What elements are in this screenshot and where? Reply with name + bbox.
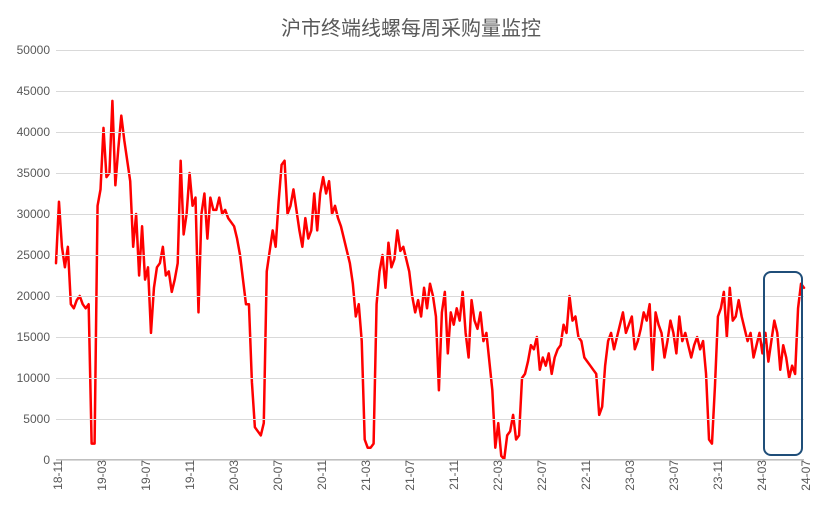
x-tick-label: 24-03 <box>751 460 769 491</box>
series-path <box>56 101 804 459</box>
gridline <box>56 91 804 92</box>
gridline <box>56 255 804 256</box>
x-tick-label: 20-03 <box>223 460 241 491</box>
gridline <box>56 214 804 215</box>
x-tick-label: 21-03 <box>355 460 373 491</box>
gridline <box>56 50 804 51</box>
gridline <box>56 337 804 338</box>
y-tick-label: 35000 <box>17 166 56 180</box>
y-tick-label: 25000 <box>17 248 56 262</box>
x-tick-label: 22-07 <box>531 460 549 491</box>
x-tick-label: 20-11 <box>311 460 329 490</box>
y-tick-label: 45000 <box>17 84 56 98</box>
x-tick-label: 19-07 <box>135 460 153 491</box>
gridline <box>56 419 804 420</box>
x-tick-label: 23-11 <box>707 460 725 490</box>
x-tick-label: 19-03 <box>91 460 109 491</box>
x-tick-label: 21-07 <box>399 460 417 491</box>
x-tick-label: 19-11 <box>179 460 197 490</box>
y-tick-label: 20000 <box>17 289 56 303</box>
x-tick-label: 21-11 <box>443 460 461 490</box>
gridline <box>56 173 804 174</box>
x-tick-label: 22-11 <box>575 460 593 490</box>
gridline <box>56 378 804 379</box>
chart-title: 沪市终端线螺每周采购量监控 <box>0 12 822 41</box>
x-tick-label: 22-03 <box>487 460 505 491</box>
x-tick-label: 20-07 <box>267 460 285 491</box>
x-tick-label: 23-03 <box>619 460 637 491</box>
gridline <box>56 296 804 297</box>
y-tick-label: 10000 <box>17 371 56 385</box>
y-tick-label: 30000 <box>17 207 56 221</box>
plot-area: 0500010000150002000025000300003500040000… <box>56 50 804 460</box>
gridline <box>56 132 804 133</box>
x-tick-label: 18-11 <box>47 460 65 490</box>
y-tick-label: 5000 <box>23 412 56 426</box>
y-tick-label: 40000 <box>17 125 56 139</box>
x-tick-label: 24-07 <box>795 460 813 491</box>
chart-container: 沪市终端线螺每周采购量监控 05000100001500020000250003… <box>0 0 822 525</box>
x-tick-label: 23-07 <box>663 460 681 491</box>
x-axis <box>56 459 804 460</box>
y-tick-label: 50000 <box>17 43 56 57</box>
y-tick-label: 15000 <box>17 330 56 344</box>
